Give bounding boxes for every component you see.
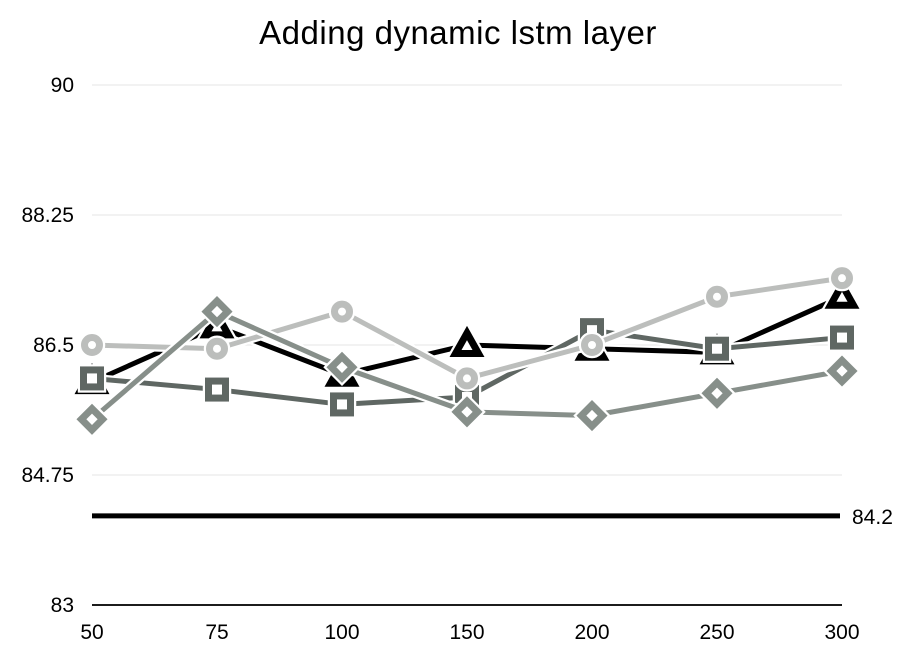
square-marker	[330, 392, 354, 417]
diamond-marker	[701, 377, 733, 409]
circle-marker	[706, 285, 728, 308]
square-marker	[830, 325, 854, 350]
circle-marker	[81, 334, 103, 356]
y-tick-label: 86.5	[33, 334, 74, 357]
y-tick-label: 83	[51, 594, 74, 617]
circle-marker	[456, 367, 478, 390]
x-tick-label: 50	[80, 621, 103, 644]
chart-title: Adding dynamic lstm layer	[259, 14, 657, 51]
x-tick-label: 100	[324, 621, 359, 644]
circle-marker	[831, 267, 853, 290]
diamond-marker	[451, 396, 483, 428]
x-tick-label: 250	[699, 621, 734, 644]
diamond-marker	[826, 355, 858, 387]
circle-marker	[331, 300, 353, 323]
triangle-marker	[824, 277, 860, 309]
circle-marker	[206, 337, 228, 360]
square-marker	[205, 377, 229, 402]
diamond-marker	[201, 296, 233, 328]
square-marker	[80, 366, 104, 391]
square-marker	[705, 336, 729, 361]
diamond-marker	[576, 400, 608, 432]
triangle-marker	[449, 325, 485, 357]
circle-marker	[581, 334, 603, 356]
x-tick-label: 200	[574, 621, 609, 644]
y-tick-label: 90	[51, 74, 74, 97]
diamond-marker	[326, 351, 358, 383]
baseline-label: 84.2	[852, 506, 893, 529]
y-tick-label: 88.25	[21, 204, 74, 227]
x-tick-label: 75	[205, 621, 228, 644]
x-tick-label: 150	[449, 621, 484, 644]
x-tick-label: 300	[824, 621, 859, 644]
y-tick-label: 84.75	[21, 464, 74, 487]
diamond-marker	[76, 403, 108, 435]
